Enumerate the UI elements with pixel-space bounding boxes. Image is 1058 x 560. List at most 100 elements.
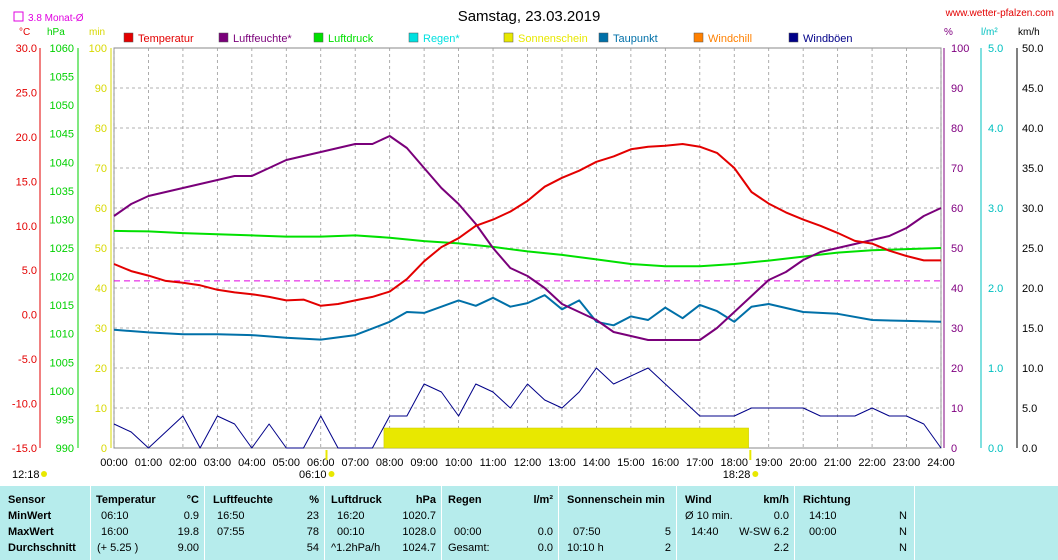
- legend-label-temperature: Temperatur: [138, 33, 194, 45]
- pressure-tick-label: 1050: [50, 100, 74, 112]
- pressure-tick-label: 1055: [50, 72, 74, 84]
- temperature-tick-label: -10.0: [12, 399, 37, 411]
- wind-tick-label: 10.0: [1022, 363, 1043, 375]
- humidity-tick-label: 90: [951, 83, 963, 95]
- stats-press-max-time: 00:10: [337, 526, 365, 538]
- stats-rain-max-time: 00:00: [454, 526, 482, 538]
- unit-pressure: hPa: [47, 27, 65, 38]
- sunshine-tick-label: 70: [95, 163, 107, 175]
- pressure-tick-label: 1000: [50, 386, 74, 398]
- legend-swatch-windchill: [693, 32, 704, 43]
- x-tick-label: 17:00: [686, 457, 714, 469]
- chart-legend: Temperatur Luftfeuchte* Luftdruck Regen* Son…: [123, 32, 853, 45]
- pressure-tick-label: 1015: [50, 300, 74, 312]
- unit-rain: l/m²: [981, 27, 998, 38]
- x-tick-label: 12:00: [514, 457, 542, 469]
- chart-grid: [113, 47, 942, 449]
- legend-label-dewpoint: Taupunkt: [613, 33, 658, 45]
- humidity-tick-label: 80: [951, 123, 963, 135]
- stats-col-pressure: Luftdruck hPa 16:20 1020.7 00:10 1028.0 …: [324, 486, 442, 560]
- stats-header-temperature: Temperatur: [96, 494, 156, 506]
- stats-dir-max-value: N: [899, 526, 907, 538]
- stats-header-wind: Wind: [685, 494, 712, 506]
- stats-dir-min-time: 14:10: [809, 510, 837, 522]
- sunshine-tick-label: 80: [95, 123, 107, 135]
- wind-tick-label: 35.0: [1022, 163, 1043, 175]
- stats-sun-max-value: 5: [664, 526, 671, 538]
- stats-temp-max-time: 16:00: [101, 526, 129, 538]
- legend-swatch-dewpoint: [598, 32, 609, 43]
- pressure-tick-label: 1035: [50, 186, 74, 198]
- stats-unit-rain: l/m²: [533, 494, 553, 506]
- unit-wind: km/h: [1018, 27, 1040, 38]
- stats-unit-wind: km/h: [763, 494, 789, 506]
- stats-col-temperature: Temperatur °C 06:10 0.9 16:00 19.8 (+ 5.…: [90, 486, 205, 560]
- humidity-tick-label: 70: [951, 163, 963, 175]
- rain-tick-label: 5.0: [988, 43, 1003, 55]
- pressure-tick-label: 1045: [50, 129, 74, 141]
- stats-col-sensor: Sensor MinWert MaxWert Durchschnitt: [0, 486, 90, 560]
- plot-area: [113, 135, 942, 449]
- site-link[interactable]: www.wetter-pfalzen.com: [945, 8, 1054, 19]
- weather-chart: Samstag, 23.03.2019 www.wetter-pfalzen.c…: [11, 8, 1054, 481]
- stats-press-max-value: 1028.0: [402, 526, 436, 538]
- pressure-tick-label: 1005: [50, 357, 74, 369]
- wind-tick-label: 30.0: [1022, 203, 1043, 215]
- x-tick-label: 06:00: [307, 457, 335, 469]
- unit-temperature: °C: [19, 27, 30, 38]
- chart-title: Samstag, 23.03.2019: [458, 8, 601, 25]
- stats-dir-max-time: 00:00: [809, 526, 837, 538]
- wind-tick-label: 45.0: [1022, 83, 1043, 95]
- sunshine-tick-label: 30: [95, 323, 107, 335]
- stats-dir-avg-value: N: [899, 542, 907, 554]
- stats-unit-pressure: hPa: [415, 494, 436, 506]
- stats-temp-avg-value: 9.00: [177, 542, 199, 554]
- rain-tick-label: 3.0: [988, 203, 1003, 215]
- temperature-tick-label: 15.0: [16, 176, 37, 188]
- stats-col-rain: Regen l/m² 00:00 0.0 Gesamt: 0.0: [441, 486, 559, 560]
- x-tick-label: 19:00: [755, 457, 783, 469]
- legend-label-humidity: Luftfeuchte*: [233, 33, 292, 45]
- wind-tick-label: 50.0: [1022, 43, 1043, 55]
- legend-label-pressure: Luftdruck: [328, 33, 374, 45]
- sunshine-tick-label: 60: [95, 203, 107, 215]
- rain-tick-label: 1.0: [988, 363, 1003, 375]
- sunrise-label: 06:10: [299, 469, 327, 481]
- x-tick-label: 21:00: [824, 457, 852, 469]
- sunshine-tick-label: 90: [95, 83, 107, 95]
- pressure-tick-label: 1020: [50, 272, 74, 284]
- stats-hum-min-time: 16:50: [217, 510, 245, 522]
- wind-tick-label: 0.0: [1022, 443, 1037, 455]
- stats-header-direction: Richtung: [803, 494, 851, 506]
- stats-dir-min-value: N: [899, 510, 907, 522]
- temperature-tick-label: 20.0: [16, 132, 37, 144]
- pressure-tick-label: 990: [56, 443, 74, 455]
- series-line-pressure: [113, 229, 942, 268]
- stats-rain-total-label: Gesamt:: [448, 542, 490, 554]
- legend-swatch-pressure: [313, 32, 324, 43]
- wind-tick-label: 25.0: [1022, 243, 1043, 255]
- stats-header-sensor: Sensor: [8, 494, 46, 506]
- stats-wind-min-time: Ø 10 min.: [685, 510, 733, 522]
- wind-tick-label: 20.0: [1022, 283, 1043, 295]
- sunshine-bars: [383, 427, 749, 449]
- series-line-temperature: [113, 143, 941, 307]
- statistics-table: Sensor MinWert MaxWert Durchschnitt Temp…: [0, 485, 1058, 560]
- stats-col-sunshine: Sonnenschein min 07:50 5 10:10 h 2: [558, 486, 677, 560]
- stats-hum-avg-value: 54: [306, 542, 319, 554]
- sunshine-tick-label: 100: [89, 43, 107, 55]
- sunshine-tick-label: 20: [95, 363, 107, 375]
- temperature-tick-label: 5.0: [22, 265, 37, 277]
- solar-noon-icon: [41, 471, 47, 477]
- x-tick-label: 09:00: [410, 457, 438, 469]
- x-tick-label: 22:00: [858, 457, 886, 469]
- rain-tick-label: 0.0: [988, 443, 1003, 455]
- x-tick-label: 23:00: [893, 457, 921, 469]
- series-line-gust: [113, 367, 942, 449]
- stats-unit-humidity: %: [309, 494, 319, 506]
- x-tick-label: 10:00: [445, 457, 473, 469]
- stats-col-empty: [914, 486, 1058, 560]
- stats-header-sunshine: Sonnenschein min: [567, 494, 665, 506]
- pressure-tick-label: 1030: [50, 214, 74, 226]
- stats-temp-min-time: 06:10: [101, 510, 129, 522]
